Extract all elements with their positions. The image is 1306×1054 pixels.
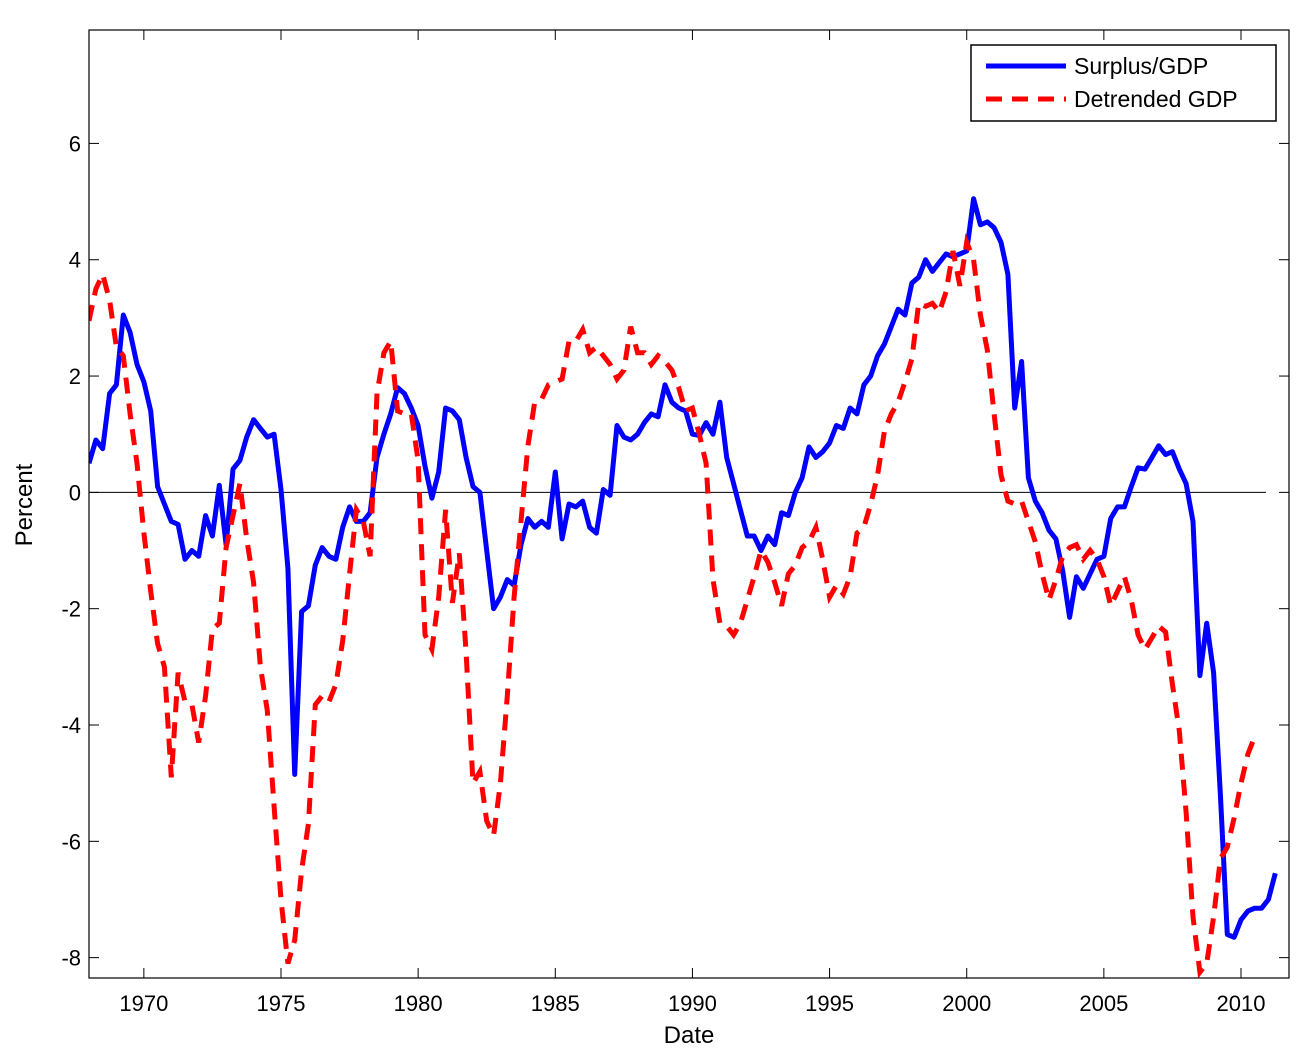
x-tick-label: 1995 bbox=[805, 991, 854, 1016]
x-axis: 1970 1975 1980 1985 1990 1995 2000 2005 2010 bbox=[119, 30, 1265, 1016]
x-tick-label: 2000 bbox=[942, 991, 991, 1016]
y-tick-label: 6 bbox=[69, 131, 81, 156]
y-tick-label: -8 bbox=[61, 946, 81, 971]
x-tick-label: 1985 bbox=[531, 991, 580, 1016]
y-axis: -8 -6 -4 -2 0 2 4 6 bbox=[61, 131, 1289, 971]
y-tick-label: -2 bbox=[61, 597, 81, 622]
y-tick-label: -4 bbox=[61, 713, 81, 738]
legend-label-surplus-gdp: Surplus/GDP bbox=[1074, 53, 1208, 79]
axes-frame bbox=[88, 29, 1290, 979]
y-tick-label: 2 bbox=[69, 364, 81, 389]
y-tick-label: 4 bbox=[69, 248, 81, 273]
y-tick-label: -6 bbox=[61, 829, 81, 854]
y-axis-label: Percent bbox=[11, 463, 38, 546]
legend: Surplus/GDP Detrended GDP bbox=[970, 44, 1277, 122]
series-line-surplus-gdp bbox=[89, 196, 1278, 940]
x-tick-label: 1990 bbox=[668, 991, 717, 1016]
x-tick-label: 1980 bbox=[394, 991, 443, 1016]
x-tick-label: 1970 bbox=[119, 991, 168, 1016]
legend-label-detrended-gdp: Detrended GDP bbox=[1074, 86, 1238, 112]
y-tick-label: 0 bbox=[69, 480, 81, 505]
x-axis-label: Date bbox=[664, 1022, 715, 1049]
series-line-detrended-gdp bbox=[89, 232, 1258, 978]
x-tick-label: 1975 bbox=[257, 991, 306, 1016]
plot-area bbox=[88, 29, 1290, 979]
x-tick-label: 2010 bbox=[1217, 991, 1266, 1016]
x-tick-label: 2005 bbox=[1079, 991, 1128, 1016]
legend-box bbox=[970, 44, 1277, 122]
